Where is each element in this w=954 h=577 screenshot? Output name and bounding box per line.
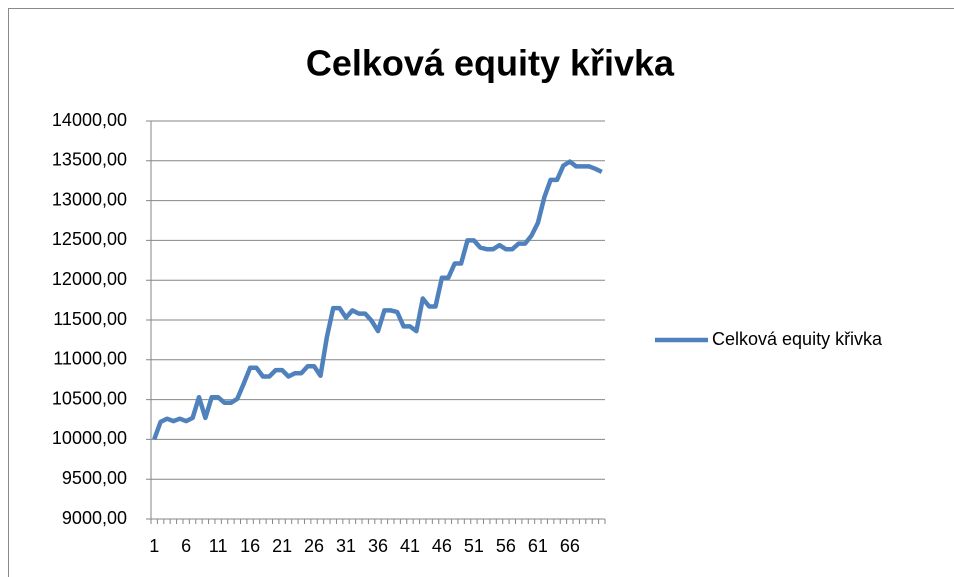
y-tick-label: 10000,00 bbox=[52, 428, 127, 448]
chart-title: Celková equity křivka bbox=[306, 43, 675, 84]
x-tick-label: 31 bbox=[336, 536, 356, 556]
y-tick-label: 10500,00 bbox=[52, 388, 127, 408]
y-tick-label: 12000,00 bbox=[52, 269, 127, 289]
x-tick-label: 6 bbox=[181, 536, 191, 556]
y-tick-label: 11000,00 bbox=[53, 349, 127, 369]
x-tick-label: 51 bbox=[464, 536, 484, 556]
y-tick-label: 13000,00 bbox=[52, 189, 127, 209]
x-tick-label: 26 bbox=[304, 536, 324, 556]
x-tick-label: 56 bbox=[496, 536, 516, 556]
y-tick-label: 14000,00 bbox=[52, 110, 127, 130]
y-tick-label: 12500,00 bbox=[52, 229, 127, 249]
x-tick-label: 66 bbox=[560, 536, 580, 556]
x-tick-label: 16 bbox=[240, 536, 260, 556]
x-tick-label: 61 bbox=[528, 536, 548, 556]
x-tick-label: 46 bbox=[432, 536, 452, 556]
legend-label: Celková equity křivka bbox=[712, 329, 883, 349]
x-tick-label: 36 bbox=[368, 536, 388, 556]
y-tick-label: 13500,00 bbox=[52, 150, 127, 170]
x-tick-label: 11 bbox=[209, 536, 228, 556]
y-tick-label: 11500,00 bbox=[53, 309, 127, 329]
line-series bbox=[152, 159, 603, 441]
x-tick-label: 21 bbox=[272, 536, 292, 556]
y-tick-label: 9000,00 bbox=[62, 508, 127, 528]
chart-frame bbox=[8, 8, 954, 577]
y-tick-label: 9500,00 bbox=[62, 468, 127, 488]
x-tick-label: 1 bbox=[149, 536, 159, 556]
x-tick-label: 41 bbox=[400, 536, 420, 556]
